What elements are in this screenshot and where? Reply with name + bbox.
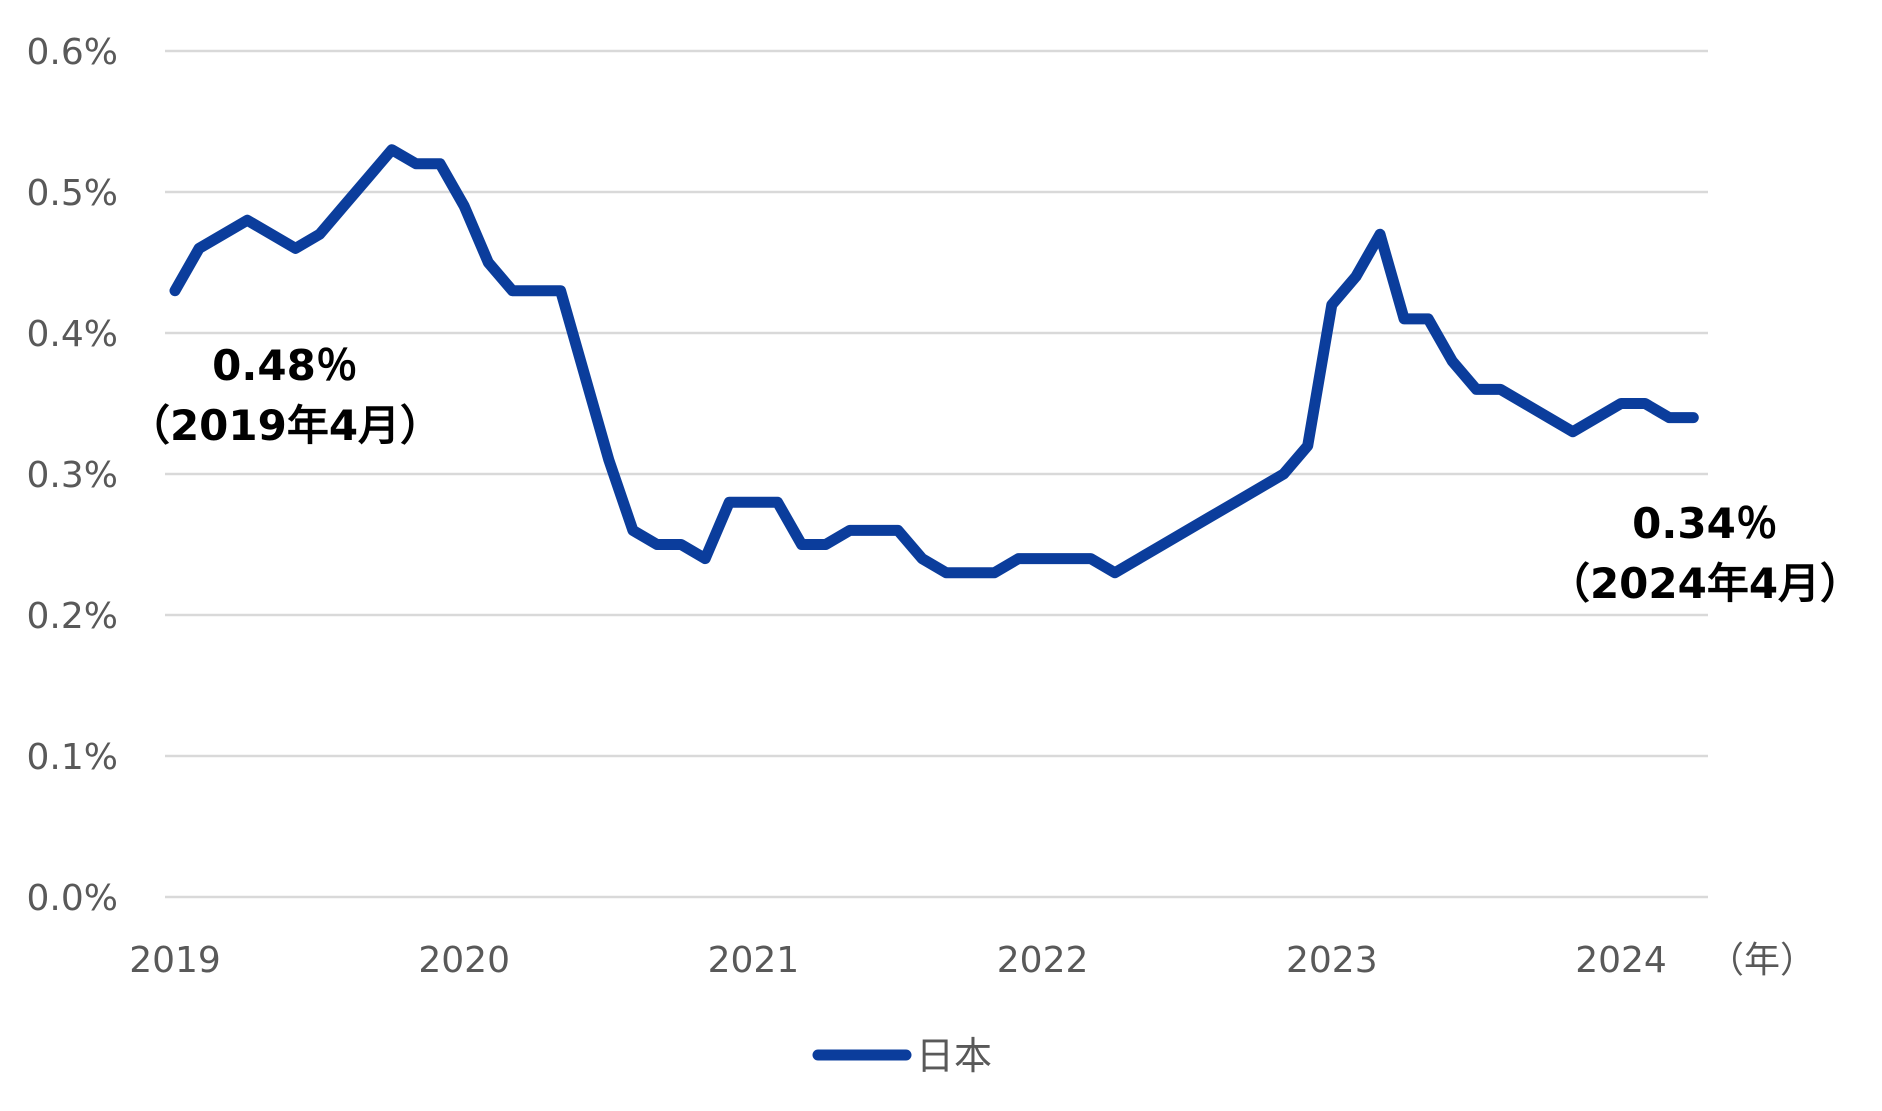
legend: 日本 [812, 1034, 992, 1078]
x-axis-ticks: 2019 2020 2021 2022 2023 2024 （年） [129, 940, 1816, 981]
x-tick-label: 2019 [129, 940, 221, 981]
x-tick-label: 2021 [708, 940, 800, 981]
x-tick-label: 2023 [1286, 940, 1378, 981]
y-tick-label: 0.2% [27, 596, 118, 637]
y-tick-label: 0.1% [27, 737, 118, 778]
x-tick-label: 2020 [418, 940, 510, 981]
y-tick-label: 0.3% [27, 455, 118, 496]
annotations: 0.48％ （2019年4月） 0.34％ （2024年4月） [128, 341, 1862, 608]
x-tick-label: 2024 [1575, 940, 1667, 981]
y-tick-label: 0.0% [27, 878, 118, 919]
y-tick-label: 0.6% [27, 32, 118, 73]
x-axis-unit-label: （年） [1708, 940, 1816, 981]
legend-label: 日本 [916, 1034, 992, 1078]
series-line [169, 144, 1699, 579]
annotation-date: （2024年4月） [1548, 559, 1862, 608]
x-tick-label: 2022 [997, 940, 1089, 981]
annotation-value: 0.48％ [212, 341, 358, 390]
annotation-value: 0.34％ [1632, 499, 1778, 548]
grid-lines [165, 49, 1708, 899]
series-layer [169, 144, 1699, 579]
y-tick-label: 0.4% [27, 314, 118, 355]
y-axis-ticks: 0.0% 0.1% 0.2% 0.3% 0.4% 0.5% 0.6% [27, 32, 118, 919]
y-tick-label: 0.5% [27, 173, 118, 214]
annotation-date: （2019年4月） [128, 401, 442, 450]
